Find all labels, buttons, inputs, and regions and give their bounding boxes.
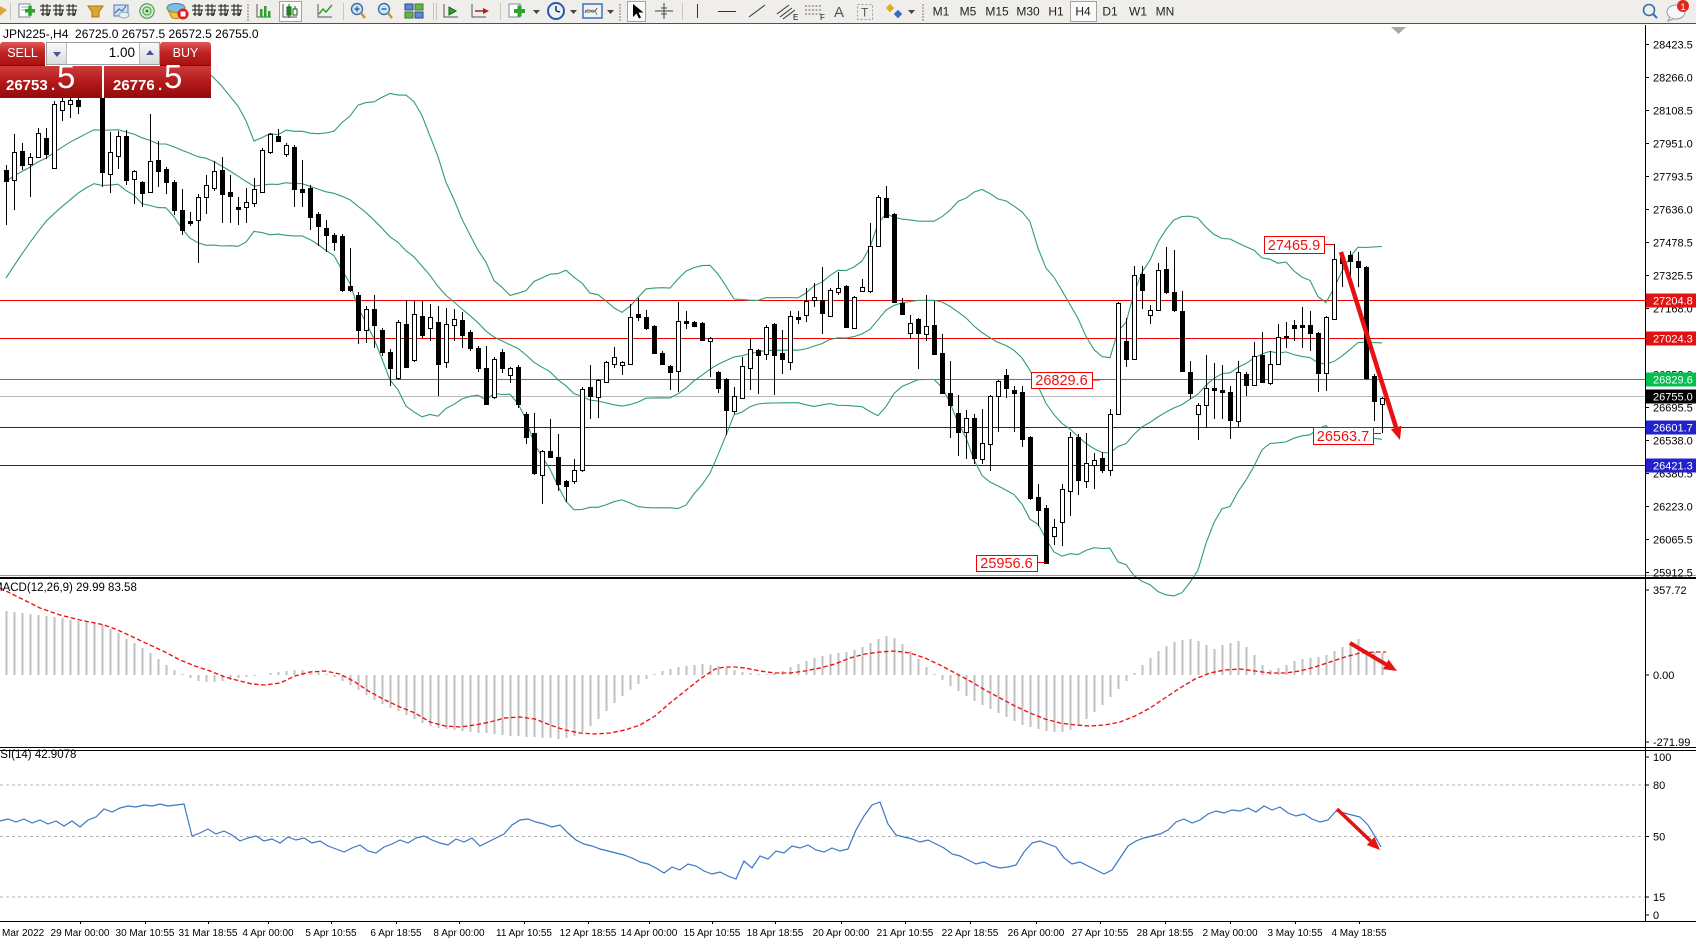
svg-text:0.00: 0.00 — [1653, 670, 1674, 682]
svg-text:RSI(14) 42.9078: RSI(14) 42.9078 — [0, 749, 76, 761]
svg-text:4 Apr 00:00: 4 Apr 00:00 — [242, 928, 294, 938]
svg-text:1: 1 — [1680, 2, 1685, 13]
svg-text:12 Apr 18:55: 12 Apr 18:55 — [560, 928, 617, 938]
svg-text:18 Apr 18:55: 18 Apr 18:55 — [747, 928, 804, 938]
svg-text:W1: W1 — [1129, 5, 1147, 19]
svg-text:26421.3: 26421.3 — [1653, 461, 1693, 473]
svg-text:M30: M30 — [1016, 5, 1040, 19]
svg-text:26601.7: 26601.7 — [1653, 423, 1693, 435]
svg-text:0: 0 — [1653, 910, 1659, 922]
svg-text:MN: MN — [1156, 5, 1175, 19]
svg-text:21 Apr 10:55: 21 Apr 10:55 — [877, 928, 934, 938]
svg-text:M15: M15 — [985, 5, 1009, 19]
svg-text:27793.5: 27793.5 — [1653, 171, 1693, 183]
svg-text:A: A — [834, 4, 844, 21]
svg-text:28266.0: 28266.0 — [1653, 72, 1693, 84]
svg-text:27465.9: 27465.9 — [1268, 238, 1320, 254]
svg-text:31 Mar 18:55: 31 Mar 18:55 — [179, 928, 238, 938]
svg-text:E: E — [793, 13, 798, 22]
svg-text:20 Apr 00:00: 20 Apr 00:00 — [813, 928, 870, 938]
svg-text:22 Apr 18:55: 22 Apr 18:55 — [942, 928, 999, 938]
svg-text:11 Apr 10:55: 11 Apr 10:55 — [496, 928, 552, 938]
svg-text:F: F — [820, 13, 825, 22]
svg-text:27024.3: 27024.3 — [1653, 334, 1693, 346]
svg-text:29 Mar 00:00: 29 Mar 00:00 — [51, 928, 110, 938]
svg-text:26065.5: 26065.5 — [1653, 534, 1693, 546]
svg-text:25912.5: 25912.5 — [1653, 567, 1693, 579]
svg-text:26538.0: 26538.0 — [1653, 435, 1693, 447]
svg-text:15: 15 — [1653, 892, 1665, 904]
svg-text:50: 50 — [1653, 832, 1665, 844]
svg-text:2 May 00:00: 2 May 00:00 — [1202, 928, 1257, 938]
svg-text:26695.5: 26695.5 — [1653, 402, 1693, 414]
svg-text:H4: H4 — [1075, 5, 1091, 19]
svg-text:26563.7: 26563.7 — [1317, 429, 1369, 445]
svg-text:26755.0: 26755.0 — [1653, 392, 1693, 404]
svg-text:8 Apr 00:00: 8 Apr 00:00 — [433, 928, 485, 938]
svg-text:T: T — [861, 6, 869, 20]
svg-text:357.72: 357.72 — [1653, 585, 1687, 597]
svg-text:100: 100 — [1653, 752, 1671, 764]
svg-text:M1: M1 — [933, 5, 950, 19]
svg-text:27478.5: 27478.5 — [1653, 237, 1693, 249]
svg-text:5 Apr 10:55: 5 Apr 10:55 — [305, 928, 357, 938]
svg-text:26223.0: 26223.0 — [1653, 501, 1693, 513]
svg-text:Mar 2022: Mar 2022 — [2, 928, 45, 938]
svg-text:26829.6: 26829.6 — [1653, 375, 1693, 387]
svg-text:26 Apr 00:00: 26 Apr 00:00 — [1008, 928, 1065, 938]
svg-text:MACD(12,26,9) 29.99 83.58: MACD(12,26,9) 29.99 83.58 — [0, 582, 137, 594]
svg-text:4 May 18:55: 4 May 18:55 — [1331, 928, 1386, 938]
svg-text:14 Apr 00:00: 14 Apr 00:00 — [621, 928, 678, 938]
svg-text:25956.6: 25956.6 — [980, 556, 1032, 572]
svg-text:27325.5: 27325.5 — [1653, 270, 1693, 282]
svg-text:3 May 10:55: 3 May 10:55 — [1267, 928, 1322, 938]
svg-text:28 Apr 18:55: 28 Apr 18:55 — [1137, 928, 1194, 938]
svg-text:6 Apr 18:55: 6 Apr 18:55 — [370, 928, 422, 938]
svg-text:M5: M5 — [960, 5, 977, 19]
svg-text:H1: H1 — [1048, 5, 1064, 19]
svg-text:30 Mar 10:55: 30 Mar 10:55 — [116, 928, 175, 938]
svg-text:80: 80 — [1653, 780, 1665, 792]
svg-text:15 Apr 10:55: 15 Apr 10:55 — [684, 928, 741, 938]
svg-text:28423.5: 28423.5 — [1653, 39, 1693, 51]
svg-text:26829.6: 26829.6 — [1035, 373, 1087, 389]
svg-text:27 Apr 10:55: 27 Apr 10:55 — [1072, 928, 1129, 938]
svg-text:27636.0: 27636.0 — [1653, 204, 1693, 216]
svg-text:28108.5: 28108.5 — [1653, 105, 1693, 117]
svg-text:27951.0: 27951.0 — [1653, 138, 1693, 150]
svg-text:-271.99: -271.99 — [1653, 737, 1690, 749]
svg-text:D1: D1 — [1102, 5, 1118, 19]
svg-text:27204.8: 27204.8 — [1653, 296, 1693, 308]
